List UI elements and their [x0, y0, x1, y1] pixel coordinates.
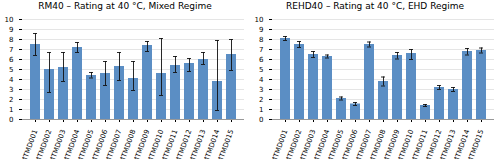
svg-text:7: 7: [259, 46, 263, 54]
svg-text:0: 0: [259, 116, 263, 124]
svg-text:3: 3: [9, 86, 13, 94]
svg-text:9: 9: [259, 26, 263, 34]
html-text:REHD40 – Rating at 40 °C, EHD: REHD40 – Rating at 40 °C, EHD Regime: [286, 1, 464, 11]
svg-text:1: 1: [9, 106, 13, 114]
svg-text:1: 1: [259, 106, 263, 114]
svg-text:4: 4: [259, 76, 264, 84]
svg-text:MTMD015: MTMD015: [216, 129, 236, 159]
svg-text:9: 9: [9, 26, 13, 34]
svg-text:10: 10: [5, 16, 14, 24]
svg-text:0: 0: [9, 116, 13, 124]
svg-text:MTMD015: MTMD015: [466, 129, 486, 159]
html-text:RM40 – Rating at 40 °C, Mixed: RM40 – Rating at 40 °C, Mixed Regime: [38, 1, 212, 11]
svg-text:6: 6: [9, 56, 14, 64]
svg-text:8: 8: [259, 36, 263, 44]
svg-text:6: 6: [259, 56, 264, 64]
svg-text:3: 3: [259, 86, 263, 94]
svg-text:5: 5: [259, 66, 263, 74]
svg-text:8: 8: [9, 36, 13, 44]
svg-text:10: 10: [255, 16, 264, 24]
svg-text:2: 2: [9, 96, 13, 104]
svg-text:5: 5: [9, 66, 13, 74]
svg-text:7: 7: [9, 46, 13, 54]
svg-text:4: 4: [9, 76, 14, 84]
svg-text:2: 2: [259, 96, 263, 104]
